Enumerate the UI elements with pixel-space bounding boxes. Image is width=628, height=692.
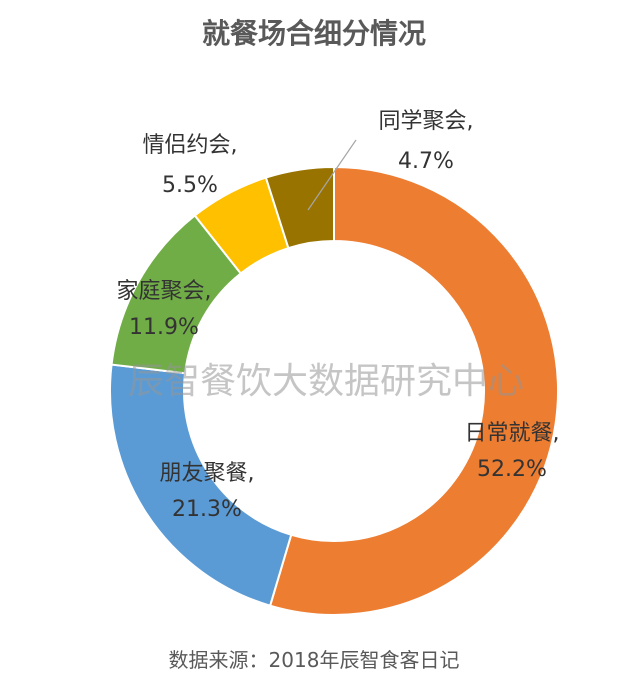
slice-label-value: 4.7%	[398, 149, 454, 174]
slice-label-value: 21.3%	[172, 497, 242, 522]
data-source: 数据来源：2018年辰智食客日记	[168, 648, 460, 672]
chart-title: 就餐场合细分情况	[201, 17, 426, 50]
slice-label-value: 52.2%	[477, 457, 547, 482]
donut-slice	[264, 165, 335, 250]
donut-slice	[268, 165, 559, 616]
slice-label-value: 11.9%	[129, 315, 199, 340]
slice-label-name: 朋友聚餐,	[160, 461, 255, 486]
donut-slice	[109, 363, 293, 607]
donut-slices	[109, 165, 559, 616]
watermark: 辰智餐饮大数据研究中心	[128, 361, 525, 402]
slice-label-value: 5.5%	[162, 173, 218, 198]
slice-label-name: 情侣约会,	[143, 133, 238, 158]
leader-line	[307, 139, 357, 211]
slice-label-name: 日常就餐,	[465, 421, 560, 446]
slice-label-name: 家庭聚会,	[117, 279, 212, 304]
slice-label-name: 同学聚会,	[379, 109, 474, 134]
